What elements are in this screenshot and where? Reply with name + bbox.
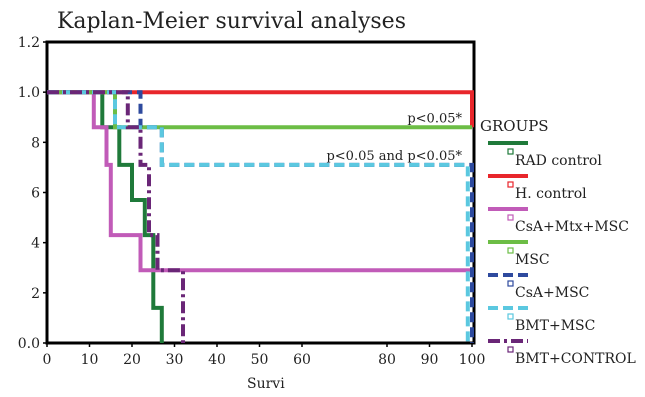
- series-line-h-control: [47, 90, 474, 128]
- x-tick-label: 100: [459, 352, 486, 368]
- legend-label-bmt-msc: BMT+MSC: [515, 318, 595, 334]
- annotation-label: p<0.05*: [407, 111, 462, 126]
- y-tick-label: 2: [31, 286, 40, 302]
- annotations: p<0.05* p<0.05 and p<0.05*: [326, 111, 462, 164]
- legend-label-h-control: H. control: [515, 186, 587, 202]
- series-line-csa-msc: [47, 90, 474, 343]
- x-axis-ticks: 0 10 20 30 40 50 60 80 90 100: [43, 343, 486, 368]
- legend-marker-csa-mtx-msc: [507, 214, 514, 221]
- chart-title: Kaplan-Meier survival analyses: [57, 9, 406, 34]
- y-tick-label: 8: [31, 135, 40, 151]
- x-tick-label: 30: [166, 352, 184, 368]
- legend-label-rad-control: RAD control: [515, 153, 602, 169]
- x-tick-label: 80: [378, 352, 396, 368]
- x-tick-label: 60: [293, 352, 311, 368]
- legend-marker-bmt-msc: [507, 313, 514, 320]
- x-tick-label: 20: [123, 352, 141, 368]
- series-line-csa-mtx-msc: [47, 90, 472, 273]
- y-tick-label: 1.0: [18, 85, 40, 101]
- x-tick-label: 50: [251, 352, 269, 368]
- legend-marker-msc: [507, 247, 514, 254]
- legend-marker-rad-control: [507, 148, 514, 155]
- legend-title: GROUPS: [480, 117, 549, 135]
- legend-marker-h-control: [507, 181, 514, 188]
- x-tick-label: 40: [208, 352, 226, 368]
- x-tick-label: 0: [43, 352, 52, 368]
- legend-marker-csa-msc: [507, 280, 514, 287]
- annotation-label: p<0.05 and p<0.05*: [326, 149, 462, 164]
- series-line-rad-control: [47, 90, 164, 343]
- series-layer: [47, 90, 474, 343]
- legend-label-bmt-control: BMT+CONTROL: [515, 351, 636, 367]
- y-tick-label: 0.0: [18, 336, 40, 352]
- legend-label-csa-msc: CsA+MSC: [515, 285, 589, 301]
- x-tick-label: 10: [81, 352, 99, 368]
- y-tick-label: 1.2: [18, 35, 40, 51]
- legend: RAD control H. control CsA+Mtx+MSC MSC CsA+M…: [488, 141, 636, 367]
- legend-label-csa-mtx-msc: CsA+Mtx+MSC: [515, 219, 629, 235]
- x-axis-label: Survi: [247, 376, 285, 392]
- series-line-bmt-msc: [47, 90, 470, 343]
- y-axis-ticks: 0.0 2 4 6 8 1.0 1.2: [18, 35, 47, 352]
- legend-marker-bmt-control: [507, 346, 514, 353]
- x-tick-label: 90: [421, 352, 439, 368]
- y-tick-label: 6: [31, 186, 40, 202]
- y-tick-label: 4: [31, 236, 40, 252]
- legend-label-msc: MSC: [515, 252, 550, 268]
